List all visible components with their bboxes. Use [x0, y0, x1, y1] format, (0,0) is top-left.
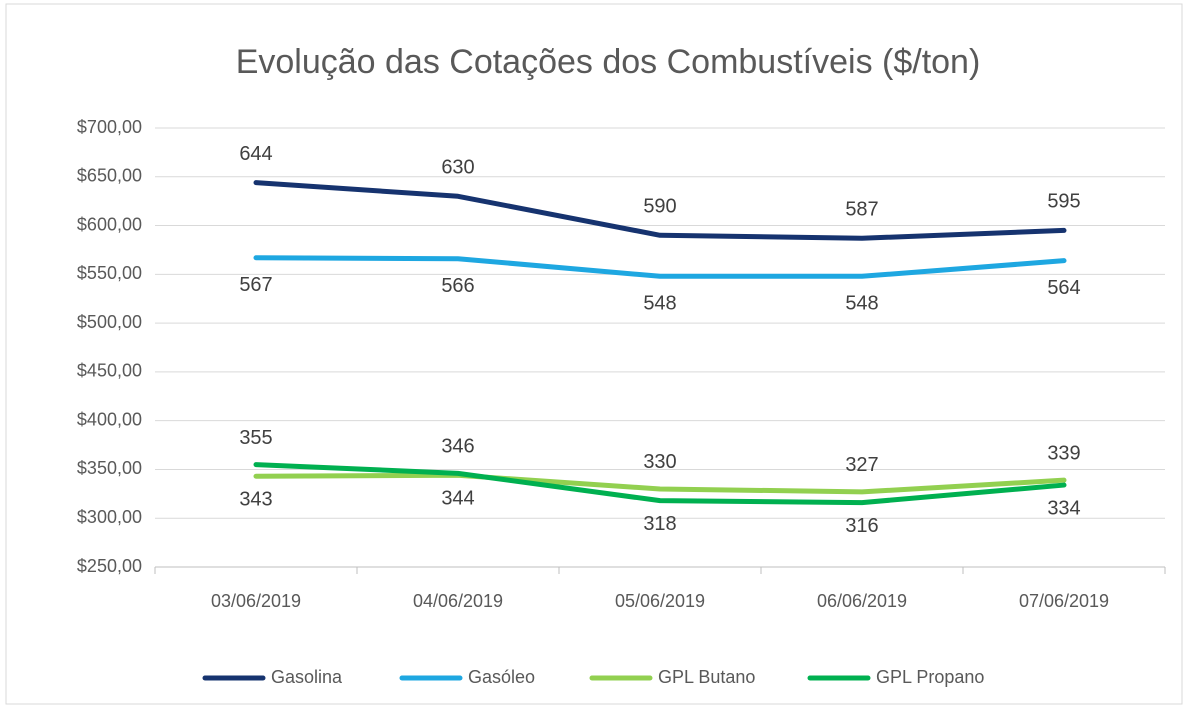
y-tick-label: $550,00	[77, 263, 142, 283]
data-label: 630	[441, 157, 474, 179]
y-tick-label: $500,00	[77, 312, 142, 332]
data-label: 644	[239, 143, 272, 165]
x-tick-label: 06/06/2019	[817, 591, 907, 611]
data-label: 334	[1047, 497, 1080, 519]
legend-label: Gasolina	[271, 667, 343, 687]
y-tick-label: $300,00	[77, 507, 142, 527]
y-tick-label: $250,00	[77, 556, 142, 576]
chart-frame	[5, 3, 1183, 705]
data-label: 318	[643, 513, 676, 535]
y-tick-label: $600,00	[77, 214, 142, 234]
legend-label: GPL Propano	[876, 667, 984, 687]
data-label: 548	[845, 293, 878, 315]
series-line	[253, 472, 1067, 495]
chart-title: Evolução das Cotações dos Combustíveis (…	[236, 43, 981, 81]
legend-label: GPL Butano	[658, 667, 755, 687]
x-tick-label: 04/06/2019	[413, 591, 503, 611]
y-tick-label: $700,00	[77, 117, 142, 137]
x-tick-label: 05/06/2019	[615, 591, 705, 611]
data-label: 564	[1047, 277, 1080, 299]
y-tick-label: $400,00	[77, 409, 142, 429]
y-tick-label: $650,00	[77, 166, 142, 186]
data-label: 595	[1047, 191, 1080, 213]
data-label: 330	[643, 451, 676, 473]
data-label: 566	[441, 275, 474, 297]
data-label: 355	[239, 427, 272, 449]
data-label: 548	[643, 293, 676, 315]
y-tick-label: $350,00	[77, 458, 142, 478]
data-label: 567	[239, 274, 272, 296]
x-tick-label: 07/06/2019	[1019, 591, 1109, 611]
data-label: 344	[441, 488, 474, 510]
data-label: 316	[845, 515, 878, 537]
data-label: 343	[239, 489, 272, 511]
series-line	[253, 180, 1067, 241]
series-line	[253, 255, 1067, 279]
series-line	[253, 462, 1067, 506]
data-label: 587	[845, 199, 878, 221]
y-tick-label: $450,00	[77, 361, 142, 381]
data-label: 327	[845, 454, 878, 476]
data-label: 339	[1047, 442, 1080, 464]
data-label: 346	[441, 436, 474, 458]
legend-label: Gasóleo	[468, 667, 535, 687]
data-label: 590	[643, 196, 676, 218]
x-tick-label: 03/06/2019	[211, 591, 301, 611]
